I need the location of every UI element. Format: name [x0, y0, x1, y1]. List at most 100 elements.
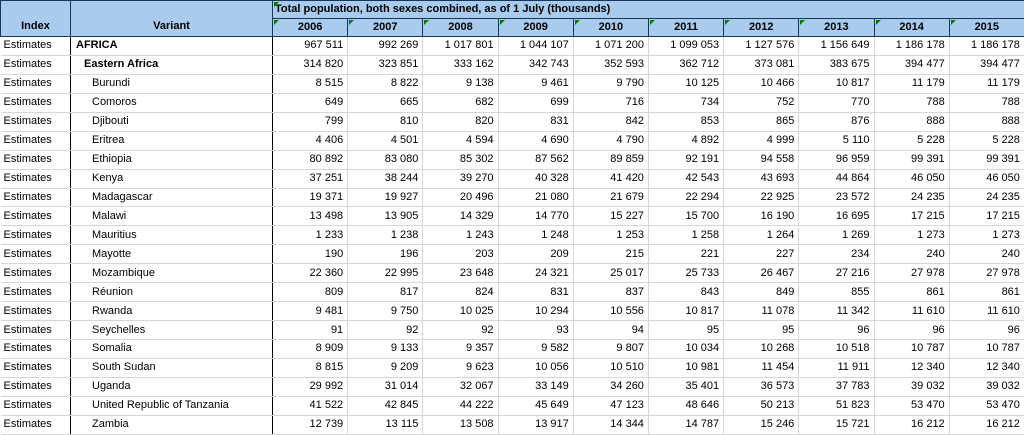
value-cell[interactable]: 80 892	[273, 150, 348, 169]
value-cell[interactable]: 13 115	[348, 415, 423, 434]
index-cell[interactable]: Estimates	[1, 340, 71, 359]
value-cell[interactable]: 27 978	[949, 264, 1024, 283]
value-cell[interactable]: 10 034	[648, 340, 723, 359]
value-cell[interactable]: 888	[949, 112, 1024, 131]
value-cell[interactable]: 83 080	[348, 150, 423, 169]
value-cell[interactable]: 352 593	[573, 55, 648, 74]
value-cell[interactable]: 15 227	[573, 207, 648, 226]
value-cell[interactable]: 24 235	[949, 188, 1024, 207]
variant-column-header[interactable]: Variant	[71, 1, 273, 37]
value-cell[interactable]: 1 156 649	[799, 37, 874, 56]
index-cell[interactable]: Estimates	[1, 283, 71, 302]
value-cell[interactable]: 9 623	[423, 358, 498, 377]
value-cell[interactable]: 861	[949, 283, 1024, 302]
value-cell[interactable]: 1 273	[874, 226, 949, 245]
value-cell[interactable]: 12 340	[949, 358, 1024, 377]
index-cell[interactable]: Estimates	[1, 415, 71, 434]
value-cell[interactable]: 682	[423, 93, 498, 112]
value-cell[interactable]: 1 044 107	[498, 37, 573, 56]
value-cell[interactable]: 32 067	[423, 377, 498, 396]
value-cell[interactable]: 95	[724, 321, 799, 340]
value-cell[interactable]: 333 162	[423, 55, 498, 74]
value-cell[interactable]: 10 981	[648, 358, 723, 377]
value-cell[interactable]: 21 080	[498, 188, 573, 207]
value-cell[interactable]: 87 562	[498, 150, 573, 169]
value-cell[interactable]: 9 790	[573, 74, 648, 93]
value-cell[interactable]: 26 467	[724, 264, 799, 283]
value-cell[interactable]: 36 573	[724, 377, 799, 396]
value-cell[interactable]: 14 344	[573, 415, 648, 434]
index-cell[interactable]: Estimates	[1, 188, 71, 207]
year-header[interactable]: 2007	[348, 19, 423, 37]
variant-cell[interactable]: Mayotte	[71, 245, 273, 264]
value-cell[interactable]: 23 572	[799, 188, 874, 207]
value-cell[interactable]: 16 212	[949, 415, 1024, 434]
value-cell[interactable]: 383 675	[799, 55, 874, 74]
value-cell[interactable]: 190	[273, 245, 348, 264]
value-cell[interactable]: 27 216	[799, 264, 874, 283]
variant-cell[interactable]: Comoros	[71, 93, 273, 112]
value-cell[interactable]: 10 518	[799, 340, 874, 359]
value-cell[interactable]: 35 401	[648, 377, 723, 396]
value-cell[interactable]: 96 959	[799, 150, 874, 169]
value-cell[interactable]: 93	[498, 321, 573, 340]
value-cell[interactable]: 45 649	[498, 396, 573, 415]
value-cell[interactable]: 10 510	[573, 358, 648, 377]
value-cell[interactable]: 15 721	[799, 415, 874, 434]
value-cell[interactable]: 48 646	[648, 396, 723, 415]
value-cell[interactable]: 34 260	[573, 377, 648, 396]
value-cell[interactable]: 227	[724, 245, 799, 264]
year-header[interactable]: 2008	[423, 19, 498, 37]
value-cell[interactable]: 13 508	[423, 415, 498, 434]
value-cell[interactable]: 824	[423, 283, 498, 302]
value-cell[interactable]: 837	[573, 283, 648, 302]
value-cell[interactable]: 10 056	[498, 358, 573, 377]
value-cell[interactable]: 5 228	[949, 131, 1024, 150]
variant-cell[interactable]: Burundi	[71, 74, 273, 93]
value-cell[interactable]: 799	[273, 112, 348, 131]
value-cell[interactable]: 19 927	[348, 188, 423, 207]
index-cell[interactable]: Estimates	[1, 396, 71, 415]
value-cell[interactable]: 716	[573, 93, 648, 112]
index-cell[interactable]: Estimates	[1, 226, 71, 245]
value-cell[interactable]: 96	[799, 321, 874, 340]
year-header[interactable]: 2013	[799, 19, 874, 37]
value-cell[interactable]: 13 917	[498, 415, 573, 434]
value-cell[interactable]: 9 133	[348, 340, 423, 359]
value-cell[interactable]: 25 017	[573, 264, 648, 283]
value-cell[interactable]: 992 269	[348, 37, 423, 56]
value-cell[interactable]: 12 739	[273, 415, 348, 434]
value-cell[interactable]: 27 978	[874, 264, 949, 283]
value-cell[interactable]: 10 787	[949, 340, 1024, 359]
value-cell[interactable]: 362 712	[648, 55, 723, 74]
value-cell[interactable]: 21 679	[573, 188, 648, 207]
value-cell[interactable]: 9 481	[273, 302, 348, 321]
value-cell[interactable]: 10 125	[648, 74, 723, 93]
variant-cell[interactable]: Malawi	[71, 207, 273, 226]
value-cell[interactable]: 665	[348, 93, 423, 112]
value-cell[interactable]: 92 191	[648, 150, 723, 169]
variant-cell[interactable]: Réunion	[71, 283, 273, 302]
value-cell[interactable]: 10 025	[423, 302, 498, 321]
value-cell[interactable]: 85 302	[423, 150, 498, 169]
value-cell[interactable]: 8 515	[273, 74, 348, 93]
index-cell[interactable]: Estimates	[1, 150, 71, 169]
value-cell[interactable]: 842	[573, 112, 648, 131]
value-cell[interactable]: 53 470	[949, 396, 1024, 415]
value-cell[interactable]: 22 360	[273, 264, 348, 283]
value-cell[interactable]: 96	[874, 321, 949, 340]
value-cell[interactable]: 5 228	[874, 131, 949, 150]
index-cell[interactable]: Estimates	[1, 245, 71, 264]
value-cell[interactable]: 888	[874, 112, 949, 131]
value-cell[interactable]: 96	[949, 321, 1024, 340]
value-cell[interactable]: 1 253	[573, 226, 648, 245]
value-cell[interactable]: 770	[799, 93, 874, 112]
value-cell[interactable]: 734	[648, 93, 723, 112]
value-cell[interactable]: 47 123	[573, 396, 648, 415]
value-cell[interactable]: 13 498	[273, 207, 348, 226]
value-cell[interactable]: 19 371	[273, 188, 348, 207]
value-cell[interactable]: 831	[498, 283, 573, 302]
variant-cell[interactable]: Madagascar	[71, 188, 273, 207]
value-cell[interactable]: 342 743	[498, 55, 573, 74]
index-cell[interactable]: Estimates	[1, 93, 71, 112]
